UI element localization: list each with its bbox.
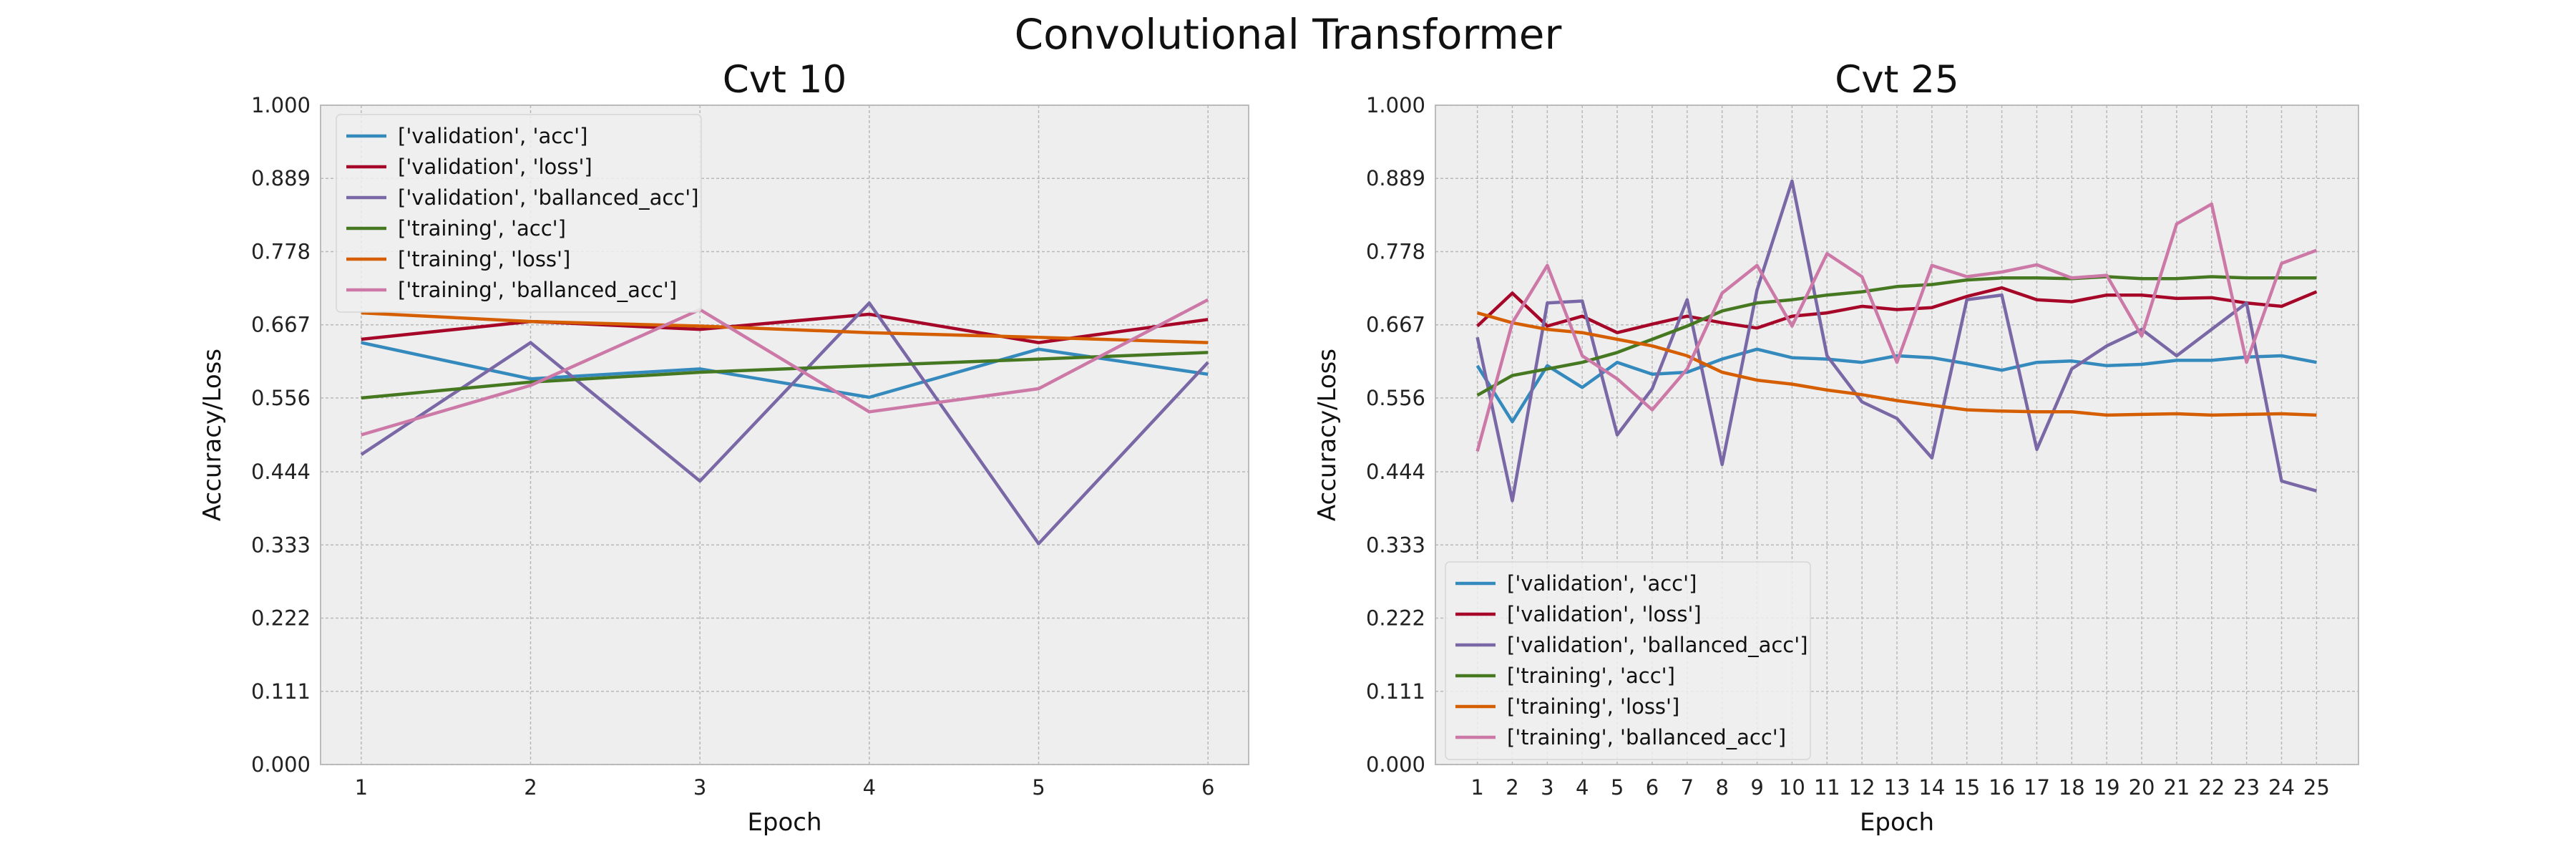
y-tick-label: 0.667 <box>1366 313 1425 337</box>
series-line-2 <box>360 301 1209 545</box>
x-tick-label: 11 <box>1814 775 1840 800</box>
x-tick-label: 2 <box>1506 775 1518 800</box>
legend-box <box>336 114 702 313</box>
x-tick-label: 25 <box>2303 775 2330 800</box>
x-tick-label: 20 <box>2129 775 2155 800</box>
series-line-3 <box>361 351 1209 400</box>
x-axis-label: Epoch <box>1860 808 1934 837</box>
x-tick-label: 17 <box>2024 775 2050 800</box>
x-tick-label: 4 <box>1576 775 1589 800</box>
x-tick-label: 8 <box>1715 775 1728 800</box>
legend-entry: ['training', 'loss'] <box>398 247 570 271</box>
x-tick-label: 14 <box>1918 775 1945 800</box>
x-tick-label: 15 <box>1953 775 1980 800</box>
y-tick-label: 0.778 <box>251 239 311 263</box>
y-tick-label: 0.444 <box>251 460 311 484</box>
x-tick-label: 5 <box>1611 775 1624 800</box>
series-line-1 <box>1476 286 2318 334</box>
x-tick-label: 9 <box>1750 775 1763 800</box>
series-line-0 <box>361 341 1209 399</box>
series-line-4 <box>1476 311 2317 417</box>
y-tick-label: 0.333 <box>251 533 311 557</box>
y-tick-label: 0.556 <box>251 386 311 410</box>
x-tick-label: 24 <box>2268 775 2295 800</box>
y-tick-label: 0.778 <box>1366 239 1425 263</box>
legend-entry: ['validation', 'ballanced_acc'] <box>398 185 699 210</box>
y-tick-label: 0.889 <box>1366 166 1425 190</box>
legend-box <box>1445 561 1811 760</box>
legend-entry: ['training', 'loss'] <box>1507 694 1679 719</box>
legend-entry: ['validation', 'acc'] <box>1507 571 1697 596</box>
y-tick-label: 0.667 <box>251 313 311 337</box>
y-axis-label: Accuracy/Loss <box>198 349 227 521</box>
legend-entry: ['training', 'acc'] <box>398 216 566 241</box>
x-tick-label: 6 <box>1201 775 1214 800</box>
x-tick-label: 2 <box>524 775 537 800</box>
y-tick-label: 0.000 <box>251 752 311 777</box>
y-tick-label: 0.556 <box>1366 386 1425 410</box>
x-tick-label: 23 <box>2233 775 2260 800</box>
chart-title: Cvt 10 <box>723 58 847 102</box>
x-tick-label: 7 <box>1681 775 1694 800</box>
x-tick-label: 3 <box>1541 775 1553 800</box>
x-axis-label: Epoch <box>747 808 821 837</box>
y-tick-label: 0.889 <box>251 166 311 190</box>
x-tick-label: 21 <box>2163 775 2190 800</box>
x-tick-label: 19 <box>2094 775 2120 800</box>
x-tick-label: 5 <box>1032 775 1045 800</box>
chart-title: Cvt 25 <box>1835 58 1958 102</box>
y-tick-label: 0.444 <box>1366 460 1425 484</box>
y-tick-label: 1.000 <box>251 93 311 117</box>
x-tick-label: 18 <box>2059 775 2085 800</box>
x-tick-label: 3 <box>693 775 706 800</box>
legend-entry: ['validation', 'loss'] <box>1507 602 1702 626</box>
legend-entry: ['validation', 'ballanced_acc'] <box>1507 633 1808 657</box>
y-tick-label: 0.222 <box>1366 606 1425 631</box>
legend-entry: ['training', 'acc'] <box>1507 664 1675 688</box>
x-tick-label: 13 <box>1884 775 1911 800</box>
x-tick-label: 22 <box>2198 775 2225 800</box>
series-line-0 <box>1475 347 2317 424</box>
y-tick-label: 0.222 <box>251 606 311 631</box>
y-tick-label: 1.000 <box>1366 93 1425 117</box>
series-line-3 <box>1476 275 2317 397</box>
legend-entry: ['training', 'ballanced_acc'] <box>1507 725 1786 749</box>
legend: ['validation', 'acc'] ['validation', 'los… <box>336 114 702 313</box>
series-line-4 <box>361 311 1209 344</box>
y-tick-label: 0.111 <box>251 679 311 704</box>
y-tick-label: 0.000 <box>1366 752 1425 777</box>
series-line-2 <box>1475 179 2318 503</box>
x-tick-label: 1 <box>1470 775 1483 800</box>
legend: ['validation', 'acc'] ['validation', 'los… <box>1445 561 1811 760</box>
x-tick-label: 12 <box>1849 775 1875 800</box>
legend-entry: ['training', 'ballanced_acc'] <box>398 278 677 302</box>
legend-entry: ['validation', 'acc'] <box>398 124 587 148</box>
series-line-5 <box>361 298 1209 437</box>
chart-cvt-25: 0.000 0.111 0.222 0.333 0.444 0.556 0.667 0.778… <box>1313 58 2359 837</box>
legend-entry: ['validation', 'loss'] <box>398 155 592 179</box>
y-tick-label: 0.333 <box>1366 533 1425 557</box>
x-tick-label: 10 <box>1779 775 1805 800</box>
y-tick-label: 0.111 <box>1366 679 1425 704</box>
figure-title: Convolutional Transformer <box>1015 10 1562 59</box>
x-tick-label: 16 <box>1989 775 2015 800</box>
y-axis-label: Accuracy/Loss <box>1313 349 1342 521</box>
series-line-5 <box>1475 202 2318 452</box>
x-tick-label: 6 <box>1646 775 1659 800</box>
chart-cvt-10: 0.000 0.111 0.222 0.333 0.444 0.556 0.667 0.778… <box>198 58 1249 837</box>
x-tick-label: 4 <box>863 775 876 800</box>
x-tick-label: 1 <box>355 775 368 800</box>
